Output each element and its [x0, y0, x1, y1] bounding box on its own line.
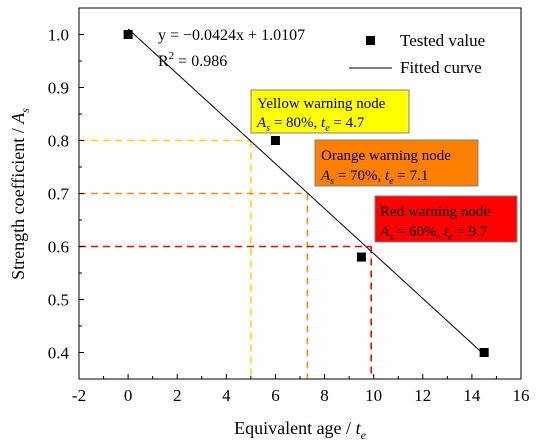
x-tick-label: 10 [365, 386, 382, 405]
tested-value-markers [123, 30, 489, 357]
x-tick-label: 2 [173, 386, 182, 405]
x-tick-label: 8 [320, 386, 329, 405]
y-axis-title: Strength coefficient / As [8, 108, 32, 280]
x-axis-title: Equivalent age / te [234, 418, 366, 442]
tested-value-point [270, 136, 280, 145]
fit-r-squared: R2 = 0.986 [158, 50, 227, 70]
red-warning-box-bg [374, 195, 518, 243]
fitted-curve-layer [127, 28, 485, 356]
x-tick-label: 4 [222, 386, 231, 405]
red-warning-title: Red warning node [380, 204, 490, 220]
legend: Tested value Fitted curve [349, 31, 485, 77]
red-warning-box: Red warning node As = 60%, te = 9.7 [374, 195, 518, 243]
yellow-warning-box-bg [250, 89, 410, 134]
fit-equation-line: y = −0.0424x + 1.0107 [158, 27, 305, 44]
x-axis-ticks: -2 0 2 4 6 8 10 12 14 16 [72, 374, 530, 405]
orange-warning-box-bg [314, 139, 479, 187]
x-tick-label: 14 [463, 386, 481, 405]
x-tick-label: 16 [513, 386, 530, 405]
y-tick-label: 0.5 [48, 291, 69, 310]
fitted-curve-line [127, 28, 485, 356]
x-tick-label: 0 [124, 386, 133, 405]
x-tick-label: 6 [271, 386, 280, 405]
orange-warning-title: Orange warning node [321, 148, 451, 164]
y-tick-label: 0.8 [48, 132, 69, 151]
y-tick-label: 0.6 [48, 238, 69, 257]
orange-warning-box: Orange warning node As = 70%, te = 7.1 [314, 139, 479, 187]
y-tick-label: 0.9 [48, 79, 69, 98]
tested-value-point [479, 348, 489, 357]
warning-guides [79, 139, 373, 379]
y-axis-ticks: 0.4 0.5 0.6 0.7 0.8 0.9 1.0 [48, 26, 84, 363]
legend-label-fitted: Fitted curve [400, 58, 482, 77]
red-warning-values: As = 60%, te = 9.7 [379, 224, 488, 243]
legend-marker-tested [366, 36, 375, 45]
yellow-warning-title: Yellow warning node [257, 96, 386, 112]
orange-warning-values: As = 70%, te = 7.1 [320, 168, 428, 187]
yellow-warning-box: Yellow warning node As = 80%, te = 4.7 [250, 89, 410, 134]
yellow-warning-values: As = 80%, te = 4.7 [256, 115, 365, 134]
tested-value-point [123, 30, 133, 39]
tested-value-point [356, 252, 366, 262]
x-tick-label: 12 [414, 386, 431, 405]
y-tick-label: 1.0 [48, 26, 69, 45]
fit-equation: y = −0.0424x + 1.0107 R2 = 0.986 [158, 27, 305, 70]
x-tick-label: -2 [72, 386, 86, 405]
legend-label-tested: Tested value [400, 31, 485, 50]
y-tick-label: 0.4 [48, 344, 70, 363]
y-tick-label: 0.7 [48, 185, 70, 204]
